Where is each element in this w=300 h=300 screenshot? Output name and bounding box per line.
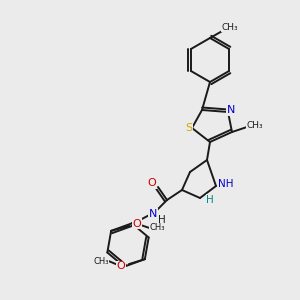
Text: O: O (133, 219, 142, 229)
Text: S: S (185, 123, 193, 133)
Text: CH₃: CH₃ (222, 22, 238, 32)
Text: CH₃: CH₃ (93, 256, 109, 266)
Text: CH₃: CH₃ (149, 224, 165, 232)
Text: O: O (116, 261, 125, 271)
Text: N: N (149, 209, 157, 219)
Text: CH₃: CH₃ (247, 122, 263, 130)
Text: O: O (148, 178, 156, 188)
Text: H: H (206, 195, 214, 205)
Text: N: N (227, 105, 235, 115)
Text: H: H (158, 215, 166, 225)
Text: NH: NH (218, 179, 234, 189)
